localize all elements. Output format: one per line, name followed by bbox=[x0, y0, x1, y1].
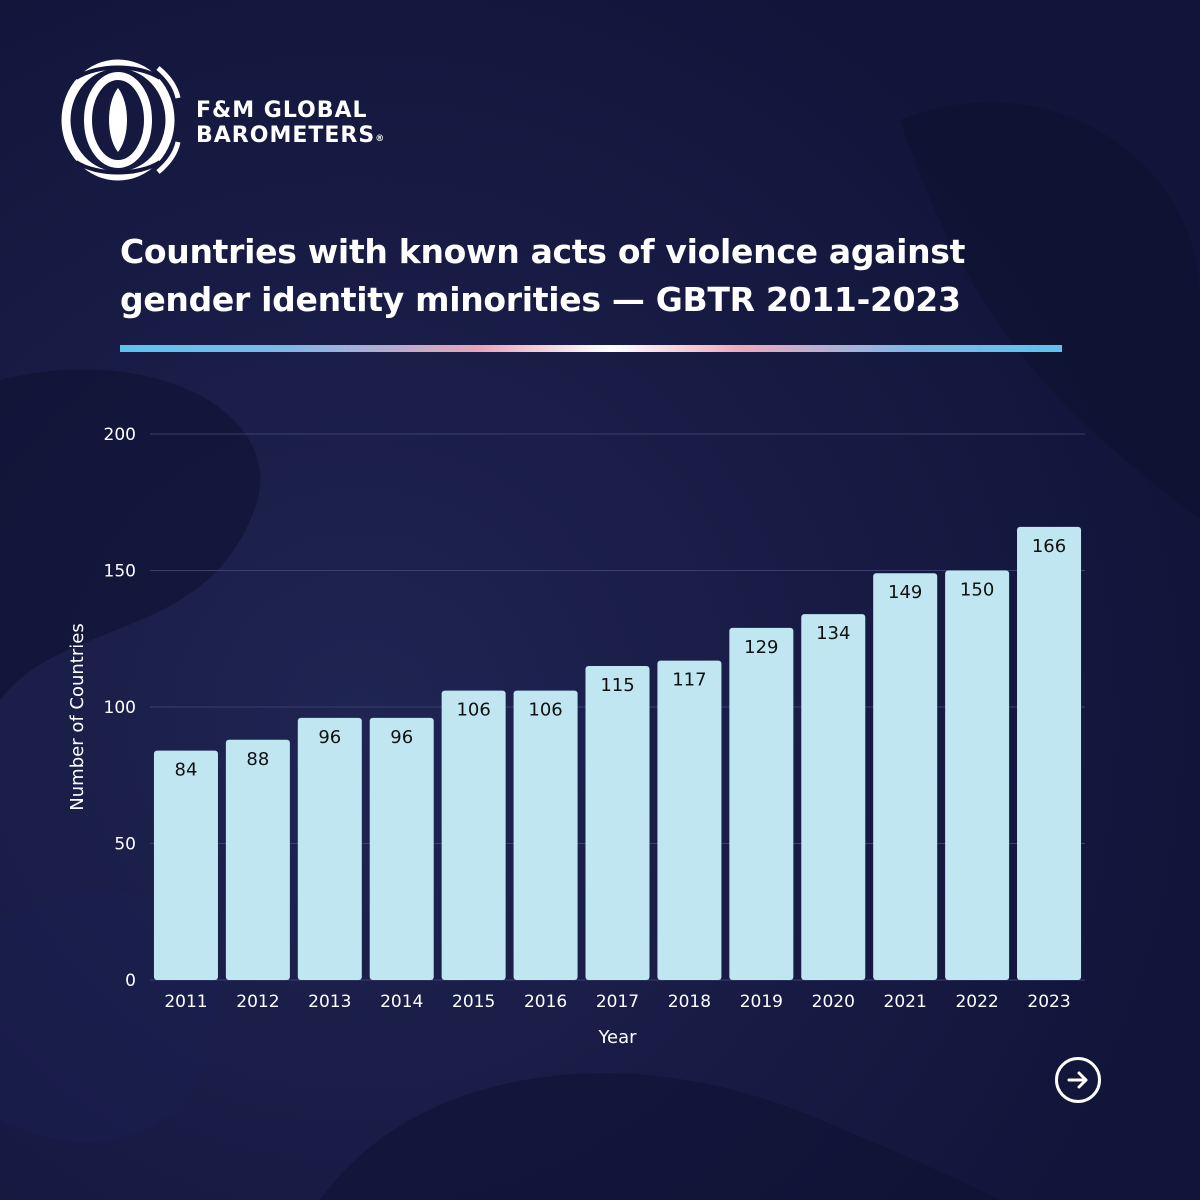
y-tick-label: 100 bbox=[104, 698, 136, 718]
y-tick-label: 200 bbox=[104, 425, 136, 445]
bar bbox=[873, 573, 938, 980]
x-axis-title: Year bbox=[597, 1027, 637, 1048]
next-button[interactable] bbox=[1055, 1057, 1101, 1103]
title-underline bbox=[120, 345, 1062, 352]
x-tick-label: 2017 bbox=[596, 992, 639, 1012]
data-label: 96 bbox=[390, 727, 413, 748]
brand-line-1: F&M GLOBAL bbox=[196, 98, 368, 123]
bar bbox=[729, 627, 794, 980]
x-tick-label: 2012 bbox=[236, 992, 279, 1012]
data-label: 84 bbox=[175, 760, 198, 781]
brand-line-2-text: BAROMETERS bbox=[196, 123, 376, 148]
data-label: 129 bbox=[744, 637, 778, 658]
data-label: 166 bbox=[1032, 536, 1066, 557]
x-tick-label: 2022 bbox=[955, 992, 998, 1012]
data-label: 106 bbox=[528, 700, 562, 721]
data-label: 88 bbox=[246, 749, 269, 770]
data-label: 96 bbox=[318, 727, 341, 748]
bar bbox=[297, 717, 362, 980]
bar bbox=[657, 660, 722, 980]
bar bbox=[585, 666, 650, 980]
x-tick-label: 2011 bbox=[164, 992, 207, 1012]
bar bbox=[153, 750, 218, 980]
brand-name: F&M GLOBAL BAROMETERS® bbox=[196, 98, 384, 152]
bar bbox=[945, 570, 1010, 980]
data-label: 117 bbox=[672, 670, 706, 691]
x-tick-label: 2020 bbox=[812, 992, 855, 1012]
y-tick-label: 150 bbox=[104, 562, 136, 582]
bar bbox=[801, 614, 866, 980]
y-axis-title: Number of Countries bbox=[67, 623, 88, 810]
data-label: 149 bbox=[888, 582, 922, 603]
x-tick-label: 2021 bbox=[884, 992, 927, 1012]
bar bbox=[1017, 526, 1082, 980]
x-tick-label: 2016 bbox=[524, 992, 567, 1012]
x-tick-label: 2014 bbox=[380, 992, 423, 1012]
y-tick-label: 0 bbox=[125, 971, 136, 991]
bar bbox=[513, 690, 578, 980]
x-tick-label: 2018 bbox=[668, 992, 711, 1012]
x-tick-label: 2023 bbox=[1027, 992, 1070, 1012]
arrow-right-circle-icon bbox=[1067, 1071, 1088, 1089]
bar bbox=[225, 739, 290, 980]
fm-global-barometers-logo-icon bbox=[61, 59, 181, 181]
data-label: 115 bbox=[600, 675, 634, 696]
y-tick-label: 50 bbox=[114, 835, 136, 855]
x-tick-label: 2019 bbox=[740, 992, 783, 1012]
registered-mark: ® bbox=[375, 134, 385, 144]
x-tick-label: 2013 bbox=[308, 992, 351, 1012]
data-label: 134 bbox=[816, 623, 850, 644]
x-tick-label: 2015 bbox=[452, 992, 495, 1012]
data-label: 150 bbox=[960, 580, 994, 601]
chart-title: Countries with known acts of violence ag… bbox=[120, 232, 966, 319]
data-label: 106 bbox=[456, 700, 490, 721]
bar bbox=[441, 690, 506, 980]
brand-line-2: BAROMETERS® bbox=[196, 123, 384, 152]
bar bbox=[369, 717, 434, 980]
